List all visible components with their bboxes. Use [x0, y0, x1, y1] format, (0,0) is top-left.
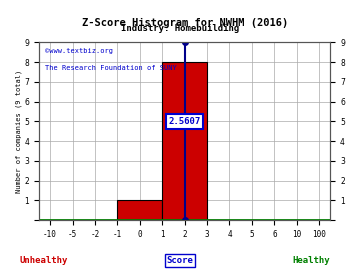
Text: Industry: Homebuilding: Industry: Homebuilding — [121, 24, 239, 33]
Text: The Research Foundation of SUNY: The Research Foundation of SUNY — [45, 66, 176, 72]
Text: Score: Score — [167, 256, 193, 265]
Bar — [162, 62, 207, 220]
Bar — [117, 200, 162, 220]
Y-axis label: Number of companies (9 total): Number of companies (9 total) — [15, 70, 22, 193]
Title: Z-Score Histogram for NWHM (2016): Z-Score Histogram for NWHM (2016) — [81, 18, 288, 28]
Text: Healthy: Healthy — [293, 256, 330, 265]
Text: 2.5607: 2.5607 — [168, 117, 201, 126]
Text: Unhealthy: Unhealthy — [19, 256, 67, 265]
Text: ©www.textbiz.org: ©www.textbiz.org — [45, 48, 113, 54]
